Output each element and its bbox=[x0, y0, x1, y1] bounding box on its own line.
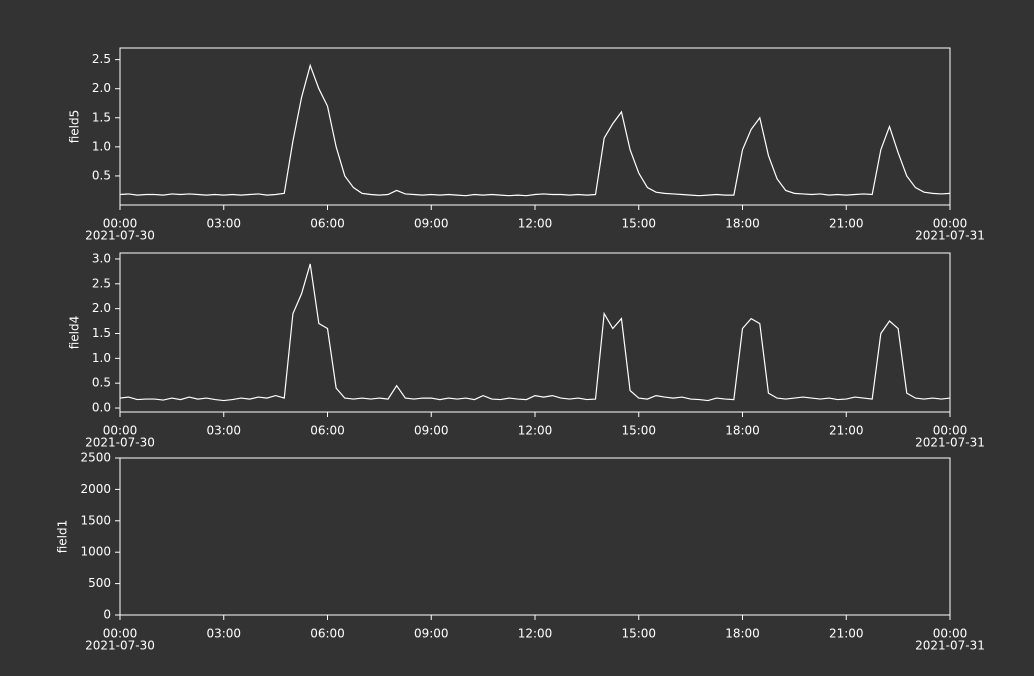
x-tick-label: 18:00 bbox=[725, 424, 760, 438]
data-line bbox=[119, 63, 951, 197]
y-axis-label: field5 bbox=[68, 110, 82, 144]
x-tick-label: 09:00 bbox=[414, 217, 449, 231]
x-tick-label: 06:00 bbox=[310, 217, 345, 231]
y-tick-label: 2.5 bbox=[92, 52, 111, 66]
y-tick-label: 2.0 bbox=[92, 81, 111, 95]
x-tick-label: 18:00 bbox=[725, 627, 760, 641]
y-tick-label: 0 bbox=[103, 608, 111, 622]
y-tick-label: 1500 bbox=[80, 513, 111, 527]
x-tick-label: 00:00 bbox=[933, 217, 968, 231]
y-tick-label: 1.5 bbox=[92, 326, 111, 340]
y-tick-label: 1.0 bbox=[92, 139, 111, 153]
y-tick-label: 0.5 bbox=[92, 168, 111, 182]
x-tick-label: 06:00 bbox=[310, 627, 345, 641]
x-tick-label: 15:00 bbox=[621, 627, 656, 641]
x-tick-label: 00:00 bbox=[103, 217, 138, 231]
y-tick-label: 2.0 bbox=[92, 301, 111, 315]
x-tick-label: 12:00 bbox=[518, 424, 553, 438]
x-date-label: 2021-07-31 bbox=[915, 229, 985, 243]
x-tick-label: 21:00 bbox=[829, 217, 864, 231]
x-tick-label: 12:00 bbox=[518, 627, 553, 641]
x-date-label: 2021-07-31 bbox=[915, 639, 985, 653]
x-tick-label: 21:00 bbox=[829, 627, 864, 641]
x-tick-label: 03:00 bbox=[206, 217, 241, 231]
x-tick-label: 09:00 bbox=[414, 424, 449, 438]
x-tick-label: 21:00 bbox=[829, 424, 864, 438]
x-date-label: 2021-07-30 bbox=[85, 639, 155, 653]
x-tick-label: 06:00 bbox=[310, 424, 345, 438]
x-date-label: 2021-07-31 bbox=[915, 436, 985, 450]
y-tick-label: 1.0 bbox=[92, 351, 111, 365]
y-tick-label: 1.5 bbox=[92, 110, 111, 124]
x-tick-label: 18:00 bbox=[725, 217, 760, 231]
y-axis-label: field4 bbox=[68, 316, 82, 350]
y-tick-label: 2000 bbox=[80, 482, 111, 496]
x-tick-label: 15:00 bbox=[621, 424, 656, 438]
x-date-label: 2021-07-30 bbox=[85, 436, 155, 450]
x-tick-label: 00:00 bbox=[933, 424, 968, 438]
y-tick-label: 2.5 bbox=[92, 276, 111, 290]
x-tick-label: 00:00 bbox=[933, 627, 968, 641]
x-tick-label: 03:00 bbox=[206, 627, 241, 641]
x-tick-label: 00:00 bbox=[103, 627, 138, 641]
x-tick-label: 15:00 bbox=[621, 217, 656, 231]
y-tick-label: 0.5 bbox=[92, 376, 111, 390]
x-tick-label: 12:00 bbox=[518, 217, 553, 231]
x-tick-label: 00:00 bbox=[103, 424, 138, 438]
x-tick-label: 09:00 bbox=[414, 627, 449, 641]
y-tick-label: 0.0 bbox=[92, 401, 111, 415]
x-date-label: 2021-07-30 bbox=[85, 229, 155, 243]
y-tick-label: 3.0 bbox=[92, 251, 111, 265]
data-line bbox=[119, 263, 951, 402]
y-axis-label: field1 bbox=[56, 520, 70, 554]
y-tick-label: 2500 bbox=[80, 451, 111, 465]
x-tick-label: 03:00 bbox=[206, 424, 241, 438]
y-tick-label: 1000 bbox=[80, 545, 111, 559]
y-tick-label: 500 bbox=[88, 576, 111, 590]
